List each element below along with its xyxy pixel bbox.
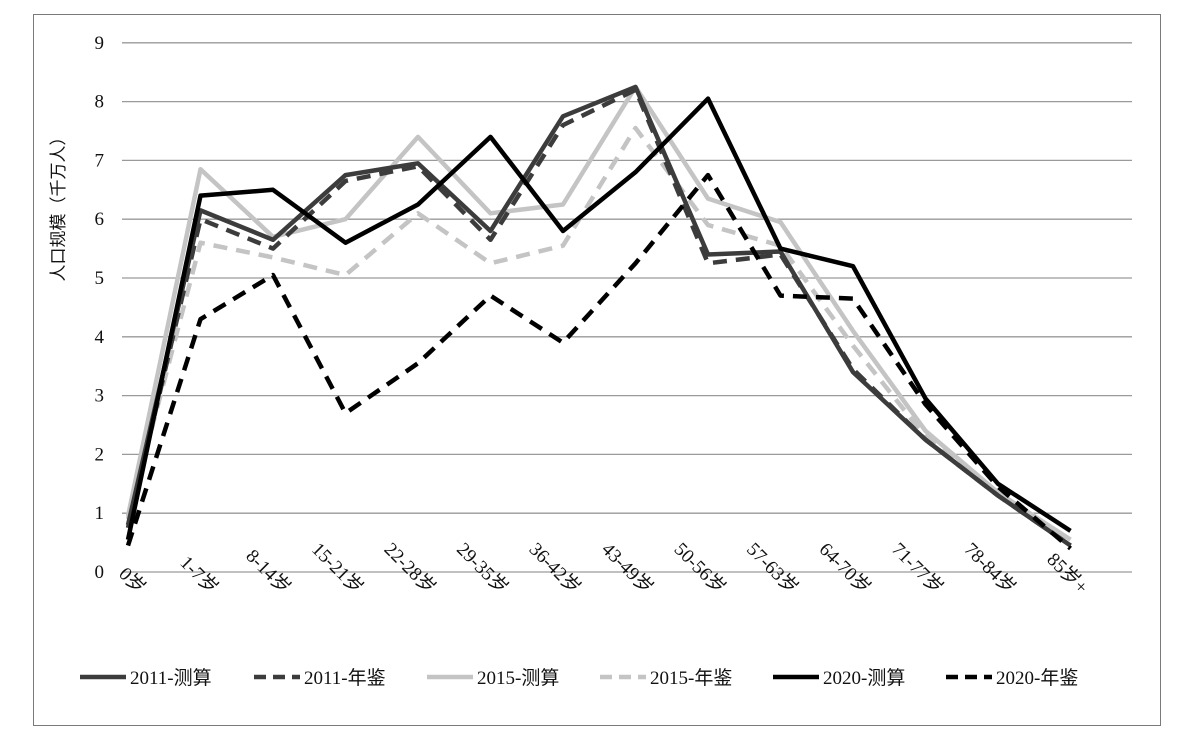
x-axis-ticks: 0岁 1-7岁 8-14岁 15-21岁 22-28岁 29-35岁 36-42岁 43-49… [114, 538, 1092, 598]
y-axis-ticks: 0 1 2 3 4 5 6 7 8 9 [95, 33, 105, 583]
y-tick-label: 0 [95, 562, 105, 583]
grid-lines [122, 42, 1132, 573]
x-tick-label: 71-77岁 [887, 538, 947, 598]
y-tick-label: 2 [95, 444, 105, 465]
legend-label: 2020-测算 [823, 667, 905, 689]
x-tick-label: 43-49岁 [597, 538, 657, 598]
series-line-2020-测算 [125, 96, 1072, 541]
x-tick-label: 78-84岁 [960, 538, 1020, 598]
legend-label: 2015-测算 [477, 667, 559, 689]
x-tick-label: 1-7岁 [176, 552, 223, 599]
series-line-2011-测算 [125, 84, 1072, 548]
x-tick-label: 0岁 [114, 563, 150, 599]
x-tick-label: 50-56岁 [670, 538, 730, 598]
x-tick-label: 64-70岁 [815, 538, 875, 598]
y-tick-label: 6 [95, 209, 105, 230]
x-tick-label: 85岁+ [1043, 549, 1093, 599]
x-tick-label: 29-35岁 [452, 538, 512, 598]
legend-label: 2015-年鉴 [650, 667, 732, 689]
x-tick-label: 15-21岁 [307, 538, 367, 598]
legend-label: 2020-年鉴 [996, 667, 1078, 689]
y-tick-label: 4 [95, 327, 105, 348]
y-axis-label: 人口规模（千万人） [49, 129, 69, 282]
y-tick-label: 3 [95, 386, 105, 407]
legend: 2011-测算 2011-年鉴 2015-测算 2015-年鉴 2020-测算 2020-… [80, 667, 1078, 689]
legend-label: 2011-测算 [130, 667, 212, 689]
y-tick-label: 1 [95, 503, 105, 524]
series-line-2015-年鉴 [125, 125, 1072, 545]
x-tick-label: 36-42岁 [525, 538, 585, 598]
legend-label: 2011-年鉴 [304, 667, 386, 689]
y-tick-label: 7 [95, 150, 105, 171]
series-lines [125, 84, 1072, 551]
series-line-2015-测算 [125, 84, 1072, 542]
x-tick-label: 22-28岁 [380, 538, 440, 598]
y-tick-label: 8 [95, 92, 105, 113]
series-line-2011-年鉴 [125, 87, 1072, 548]
series-line-2020-年鉴 [125, 172, 1072, 551]
y-tick-label: 5 [95, 268, 105, 289]
x-tick-label: 57-63岁 [742, 538, 802, 598]
y-tick-label: 9 [95, 33, 105, 54]
